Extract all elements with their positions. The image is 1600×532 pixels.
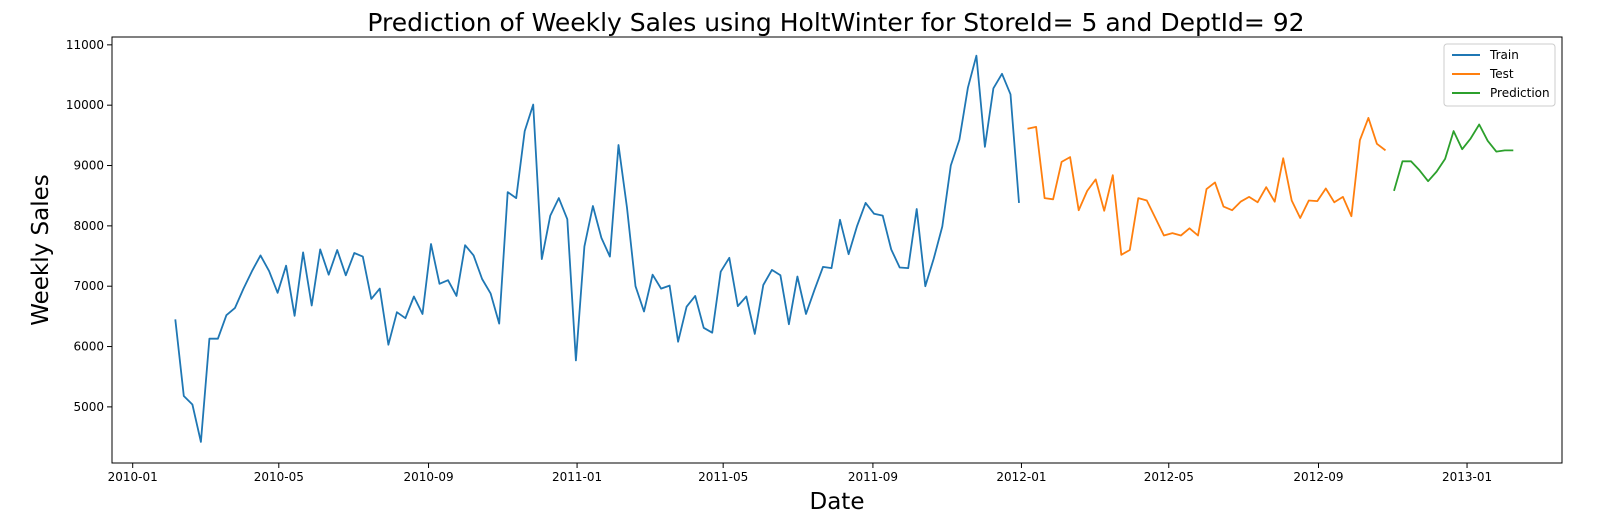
series-line-train	[174, 54, 1020, 443]
x-tick-label: 2011-05	[698, 470, 748, 484]
x-tick-label: 2010-01	[108, 470, 158, 484]
series-layer	[174, 54, 1514, 443]
series-line-prediction	[1393, 123, 1514, 192]
y-axis-label: Weekly Sales	[28, 174, 54, 326]
y-axis: 5000 6000 7000 8000 9000 10000 11000	[66, 38, 112, 414]
y-tick-label: 5000	[73, 400, 104, 414]
legend: Train Test Prediction	[1443, 43, 1556, 107]
y-tick-label: 7000	[73, 279, 104, 293]
x-tick-label: 2011-01	[552, 470, 602, 484]
x-tick-label: 2010-05	[254, 470, 304, 484]
x-axis-label: Date	[810, 489, 865, 515]
legend-label-train: Train	[1489, 48, 1519, 62]
legend-label-test: Test	[1489, 67, 1514, 81]
y-tick-label: 9000	[73, 159, 104, 173]
y-tick-label: 8000	[73, 219, 104, 233]
x-axis: 2010-01 2010-05 2010-09 2011-01 2011-05 2011-…	[108, 463, 1492, 484]
y-tick-label: 6000	[73, 340, 104, 354]
x-tick-label: 2012-01	[996, 470, 1046, 484]
x-tick-label: 2011-09	[848, 470, 898, 484]
series-line-test	[1027, 117, 1387, 256]
x-tick-label: 2012-05	[1144, 470, 1194, 484]
legend-label-prediction: Prediction	[1490, 86, 1550, 100]
y-tick-label: 11000	[66, 38, 104, 52]
y-tick-label: 10000	[66, 98, 104, 112]
x-tick-label: 2010-09	[403, 470, 453, 484]
x-tick-label: 2012-09	[1293, 470, 1343, 484]
legend-box	[1443, 43, 1556, 107]
x-tick-label: 2013-01	[1442, 470, 1492, 484]
chart-title: Prediction of Weekly Sales using HoltWin…	[367, 8, 1304, 37]
plot-area	[111, 36, 1563, 464]
